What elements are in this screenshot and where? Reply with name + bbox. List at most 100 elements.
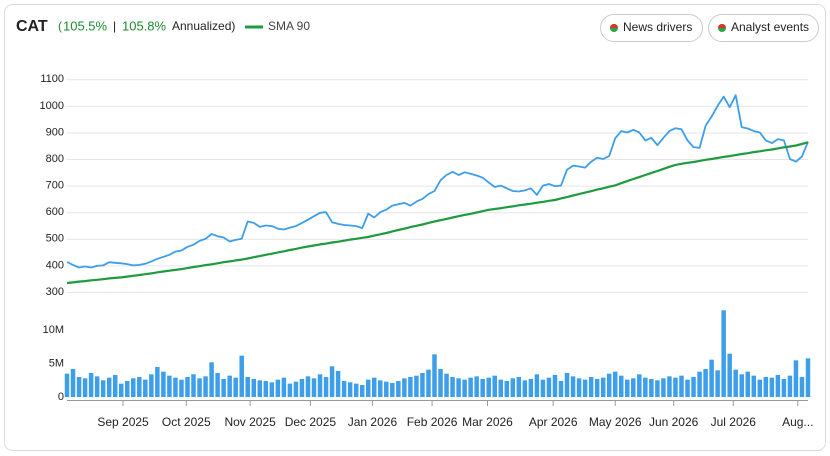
volume-bar	[414, 375, 419, 397]
x-tick-label: Dec 2025	[285, 415, 337, 429]
volume-bar	[510, 378, 516, 397]
volume-bar	[353, 383, 359, 397]
annualized-return: 105.8%	[122, 18, 167, 33]
volume-bar	[474, 376, 479, 397]
volume-bar	[450, 377, 455, 397]
paren: (	[58, 19, 62, 33]
volume-bar	[112, 375, 118, 397]
volume-bar	[757, 379, 763, 397]
separator: |	[113, 19, 116, 33]
volume-bar	[558, 381, 564, 397]
volume-bar	[625, 379, 630, 397]
x-tick-label: Sep 2025	[97, 415, 149, 429]
volume-bar	[396, 381, 401, 397]
volume-bar	[209, 362, 214, 397]
volume-bar	[106, 377, 112, 397]
button-bg[interactable]	[600, 14, 703, 42]
x-tick-label: Feb 2026	[407, 415, 458, 429]
volume-bar	[721, 310, 726, 397]
volume-bar	[155, 367, 160, 397]
volume-bar	[649, 379, 654, 397]
y-tick-label: 5M	[49, 358, 64, 370]
volume-bar	[131, 378, 136, 397]
ticker: CAT	[16, 18, 48, 35]
volume-bar	[203, 376, 208, 397]
volume-bar	[287, 383, 293, 397]
volume-bar	[727, 353, 732, 397]
volume-bar	[378, 380, 383, 397]
annualized-label: Annualized)	[172, 19, 235, 33]
volume-bar	[149, 374, 154, 397]
volume-bar	[167, 375, 172, 397]
volume-bar	[432, 354, 437, 397]
volume-bar	[763, 377, 769, 397]
button-label[interactable]: Analyst events	[731, 20, 809, 34]
volume-bar	[468, 377, 473, 397]
volume-bar	[197, 378, 202, 397]
volume-bar	[775, 375, 781, 397]
volume-bar	[173, 377, 178, 397]
volume-bar	[600, 377, 606, 397]
volume-bar	[281, 377, 287, 397]
news-button[interactable]: News drivers	[600, 14, 703, 42]
volume-bar	[125, 381, 130, 397]
volume-bar	[329, 366, 335, 397]
x-tick-label: Oct 2025	[162, 415, 211, 429]
volume-bar	[390, 383, 395, 397]
x-tick-label: Nov 2025	[224, 415, 276, 429]
volume-bar	[492, 375, 497, 397]
volume-bar	[305, 376, 311, 397]
return: 105.5%	[63, 18, 108, 33]
button-dot-half	[718, 24, 726, 28]
y-tick-label: 10M	[43, 324, 64, 336]
volume-bar	[420, 373, 425, 397]
volume-bar	[293, 381, 299, 397]
x-tick-label: May 2026	[589, 415, 642, 429]
volume-bar	[733, 369, 738, 397]
x-tick-label: Mar 2026	[462, 415, 513, 429]
card-border	[4, 4, 826, 451]
volume-bar	[245, 377, 250, 397]
volume-bar	[365, 379, 371, 397]
volume-bar	[793, 360, 799, 397]
volume-bar	[239, 355, 244, 397]
x-tick-label: Aug...	[782, 415, 813, 429]
volume-bar	[257, 380, 263, 397]
volume-bar	[480, 379, 485, 397]
volume-bar	[335, 371, 341, 397]
y-tick-label: 900	[46, 126, 64, 138]
volume-bar	[137, 377, 142, 397]
volume-bar	[697, 371, 702, 397]
legend-label: SMA 90	[268, 19, 310, 33]
volume-bar	[161, 371, 166, 397]
volume-bar	[637, 374, 642, 397]
volume-bar	[799, 377, 805, 397]
volume-bar	[341, 381, 347, 397]
button-label[interactable]: News drivers	[623, 20, 692, 34]
x-tick-label: Apr 2026	[529, 415, 578, 429]
volume-bar	[673, 377, 678, 397]
volume-bar	[118, 383, 124, 397]
series-line	[66, 141, 809, 285]
x-tick-label: Jan 2026	[348, 415, 398, 429]
volume-bar	[221, 379, 226, 397]
volume-bar	[251, 379, 256, 397]
volume-bar	[631, 378, 636, 397]
volume-bar	[426, 369, 431, 397]
volume-bar	[540, 379, 546, 397]
volume-bar	[781, 379, 787, 397]
volume-bar	[100, 380, 106, 397]
volume-bar	[588, 377, 594, 397]
button-dot-half	[610, 24, 618, 28]
volume-bar	[685, 379, 690, 397]
volume-bar	[269, 382, 275, 397]
volume-bar	[179, 379, 184, 397]
volume-bar	[667, 376, 672, 397]
volume-bar	[546, 377, 552, 397]
volume-bar	[594, 379, 600, 397]
analyst-button[interactable]: Analyst events	[708, 14, 819, 42]
volume-bar	[769, 377, 775, 397]
volume-bar	[679, 375, 684, 397]
button-bg[interactable]	[708, 14, 819, 42]
